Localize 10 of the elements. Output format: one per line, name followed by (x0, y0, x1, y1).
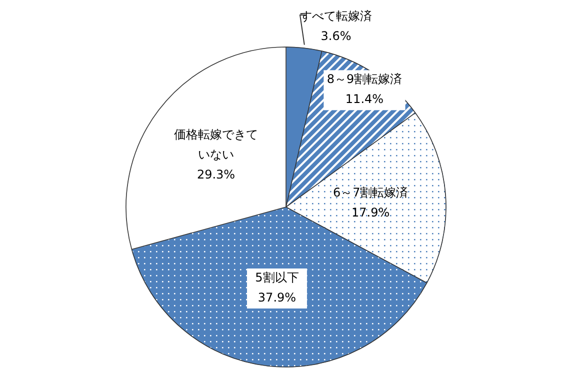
slice-label: すべて転嫁済 (300, 9, 372, 23)
slice-label: 価格転嫁できていない (174, 128, 258, 162)
data-label: 29.3% (196, 168, 236, 182)
data-label: 17.9% (352, 205, 390, 220)
data-label: 3.6% (320, 29, 352, 43)
data-label: 11.4% (345, 92, 384, 106)
slice-label: 8～9割転嫁済 (326, 72, 402, 86)
slice-label: 6～7割転嫁済 (332, 185, 408, 200)
data-label: 37.9% (258, 290, 296, 304)
slice-label: 5割以下 (255, 270, 299, 284)
